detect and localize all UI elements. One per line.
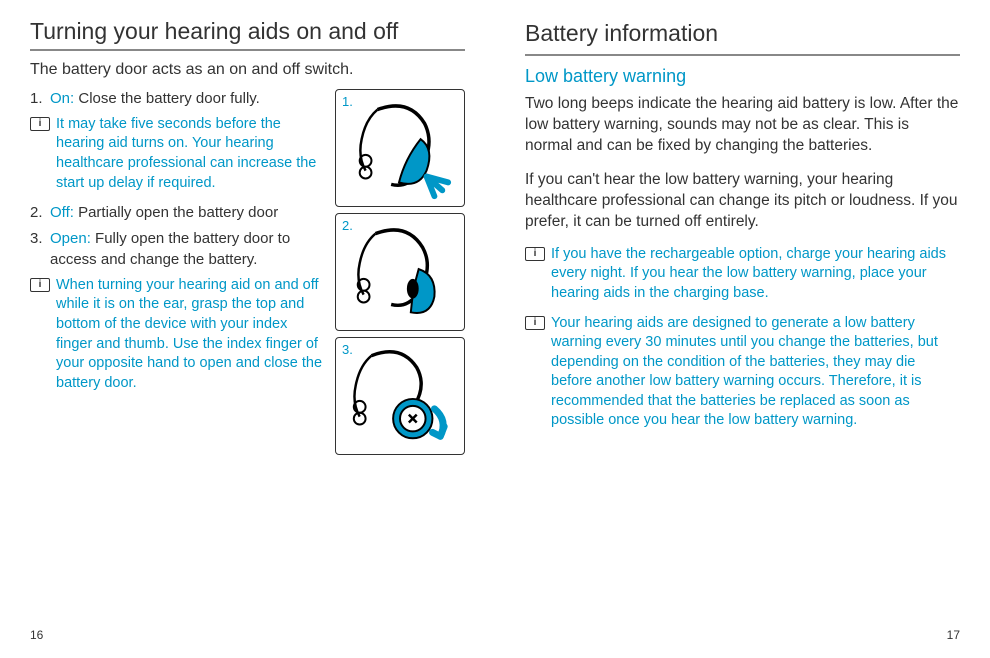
right-note-2-text: Your hearing aids are designed to genera… (551, 314, 960, 431)
step-3: 3. Open: Fully open the battery door to … (30, 229, 323, 270)
page-number-left: 16 (30, 628, 465, 648)
right-para-2: If you can't hear the low battery warnin… (525, 169, 960, 233)
page-right: Battery information Low battery warning … (495, 0, 990, 658)
step-2-text: Partially open the battery door (74, 204, 278, 221)
step-1-text: Close the battery door fully. (74, 90, 260, 107)
page-right-content: Battery information Low battery warning … (525, 18, 960, 628)
hearing-aid-open-icon (336, 338, 464, 454)
step-2-label: Off: (50, 204, 74, 221)
right-sub-heading: Low battery warning (525, 64, 960, 89)
info-icon (30, 117, 50, 131)
hearing-aid-close-icon (336, 90, 464, 206)
info-icon (525, 247, 545, 261)
step-1-number: 1. (30, 89, 50, 109)
right-heading: Battery information (525, 18, 960, 56)
left-note-1: It may take five seconds before the hear… (30, 115, 323, 193)
page-number-right: 17 (525, 628, 960, 648)
info-icon (525, 316, 545, 330)
right-note-2: Your hearing aids are designed to genera… (525, 314, 960, 431)
right-para-1: Two long beeps indicate the hearing aid … (525, 93, 960, 157)
right-note-1: If you have the rechargeable option, cha… (525, 245, 960, 304)
step-1-body: On: Close the battery door fully. (50, 89, 323, 109)
figure-column: 1. 2. (335, 89, 465, 455)
page-left: Turning your hearing aids on and off The… (0, 0, 495, 658)
step-1-label: On: (50, 90, 74, 107)
step-3-body: Open: Fully open the battery door to acc… (50, 229, 323, 270)
step-1: 1. On: Close the battery door fully. (30, 89, 323, 109)
step-2-body: Off: Partially open the battery door (50, 203, 323, 223)
step-2-number: 2. (30, 203, 50, 223)
figure-1: 1. (335, 89, 465, 207)
hearing-aid-partial-icon (336, 214, 464, 330)
step-2: 2. Off: Partially open the battery door (30, 203, 323, 223)
step-3-number: 3. (30, 229, 50, 270)
right-note-1-text: If you have the rechargeable option, cha… (551, 245, 960, 304)
info-icon (30, 278, 50, 292)
left-note-2-text: When turning your hearing aid on and off… (56, 276, 323, 393)
step-3-label: Open: (50, 230, 91, 247)
left-heading: Turning your hearing aids on and off (30, 18, 465, 51)
left-text-column: 1. On: Close the battery door fully. It … (30, 89, 323, 455)
left-intro: The battery door acts as an on and off s… (30, 59, 465, 81)
page-left-content: Turning your hearing aids on and off The… (30, 18, 465, 628)
left-note-1-text: It may take five seconds before the hear… (56, 115, 323, 193)
left-body: 1. On: Close the battery door fully. It … (30, 89, 465, 455)
figure-2: 2. (335, 213, 465, 331)
figure-3: 3. (335, 337, 465, 455)
left-note-2: When turning your hearing aid on and off… (30, 276, 323, 393)
